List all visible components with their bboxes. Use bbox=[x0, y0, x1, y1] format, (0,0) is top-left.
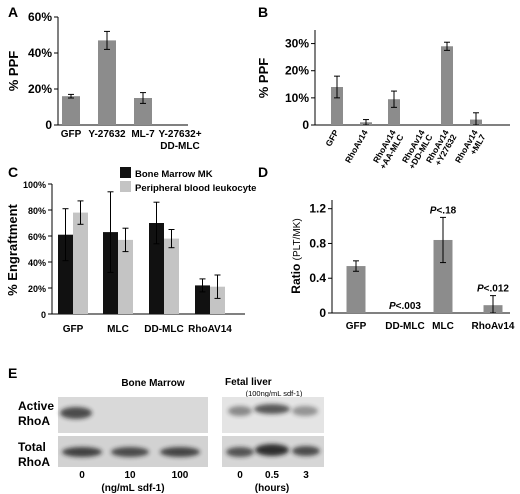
panel-d-category-label: DD-MLC bbox=[385, 321, 424, 332]
band-total-bm-10 bbox=[111, 447, 149, 457]
panel-c-bar-0-0 bbox=[58, 234, 73, 314]
panel-c-y-tick-label: 20% bbox=[28, 284, 46, 294]
band-total-fl-3 bbox=[292, 446, 320, 456]
panel-a-ylabel: % PPF bbox=[6, 51, 21, 92]
panel-c-category-label: DD-MLC bbox=[144, 324, 183, 335]
panel-d-category-label: MLC bbox=[432, 321, 454, 332]
panel-c-y-tick-label: 100% bbox=[23, 180, 46, 190]
panel-a-label: A bbox=[8, 4, 18, 20]
panel-a-category-label: GFP bbox=[61, 129, 82, 140]
blot-row-label-0: Active bbox=[18, 399, 54, 413]
panel-b-category-label: RhoAv14+AA-MLC bbox=[371, 128, 406, 171]
panel-c-bar-1-3 bbox=[210, 286, 225, 314]
panel-b-category-label-line: GFP bbox=[323, 128, 341, 148]
panel-c-category-label: GFP bbox=[63, 324, 84, 335]
band-total-fl-0 bbox=[226, 447, 254, 457]
panel-b-label: B bbox=[258, 4, 268, 20]
panel-d-bar-0 bbox=[346, 266, 366, 313]
blot-group-title-bone-marrow: Bone Marrow bbox=[121, 378, 185, 389]
panel-a-category-label: Y-27632+ bbox=[158, 129, 201, 140]
blot-lane-label-fl-2: 3 bbox=[303, 470, 309, 481]
panel-d-y-tick-label: 1.2 bbox=[309, 202, 326, 216]
panel-b-bar-4 bbox=[441, 46, 453, 125]
panel-c-bar-0-1 bbox=[103, 232, 118, 314]
blot-unit-bone-marrow: (ng/mL sdf-1) bbox=[101, 483, 164, 494]
panel-a-bar-1 bbox=[98, 40, 116, 125]
panel-b-category-label: RhoAv14+ML7 bbox=[453, 128, 488, 165]
band-total-fl-05 bbox=[255, 444, 289, 456]
panel-d-ylabel: Ratio (PLT/MK) bbox=[289, 218, 303, 293]
panel-b-category-label: GFP bbox=[323, 128, 341, 148]
panel-a-y-tick-label: 20% bbox=[28, 82, 52, 96]
panel-c-bar-0-3 bbox=[195, 285, 210, 314]
blot-row-label-1: RhoA bbox=[18, 455, 50, 469]
blot-lane-label-bm-2: 100 bbox=[172, 470, 189, 481]
panel-c-bar-1-2 bbox=[164, 238, 179, 314]
blot-unit-fetal-liver: (hours) bbox=[255, 483, 289, 494]
panel-c-bar-1-1 bbox=[118, 239, 133, 314]
panel-b-category-label: RhoAv14+Y27632 bbox=[424, 128, 459, 167]
panel-c-y-tick-label: 40% bbox=[28, 258, 46, 268]
band-total-bm-100 bbox=[160, 447, 200, 457]
blot-row-label-0: RhoA bbox=[18, 414, 50, 428]
blot-group-subtitle-fetal-liver: (100ng/mL sdf-1) bbox=[246, 389, 303, 398]
band-total-bm-0 bbox=[62, 447, 102, 457]
panel-d-y-tick-label: 0.4 bbox=[309, 271, 326, 285]
panel-d-annotation-3: P<.012 bbox=[477, 284, 509, 295]
panel-c-y-tick-label: 80% bbox=[28, 206, 46, 216]
panel-d-category-label: RhoAv14 bbox=[472, 321, 515, 332]
blot-lane-label-fl-0: 0 bbox=[237, 470, 243, 481]
blot-lane-label-fl-1: 0.5 bbox=[265, 470, 279, 481]
panel-a-bar-0 bbox=[62, 96, 80, 125]
panel-c-category-label: RhoAV14 bbox=[188, 324, 232, 335]
panel-b-y-tick-label: 0 bbox=[302, 118, 309, 132]
panel-b-y-tick-label: 20% bbox=[285, 64, 309, 78]
panel-b-bar-2 bbox=[388, 99, 400, 125]
panel-c-legend-label-0: Bone Marrow MK bbox=[135, 169, 213, 180]
panel-c-y-tick-label: 60% bbox=[28, 232, 46, 242]
blot-lane-label-bm-1: 10 bbox=[124, 470, 136, 481]
panel-e-label: E bbox=[8, 365, 17, 381]
panel-a-y-tick-label: 60% bbox=[28, 10, 52, 24]
blot-row-label-1: Total bbox=[18, 440, 46, 454]
panel-a-category-label: ML-7 bbox=[131, 129, 155, 140]
panel-b-ylabel: % PPF bbox=[256, 58, 271, 99]
panel-c-legend-swatch-0 bbox=[120, 167, 131, 178]
blot-lane-label-bm-0: 0 bbox=[79, 470, 85, 481]
panel-c-label: C bbox=[8, 164, 18, 180]
panel-d-bar-2 bbox=[433, 239, 453, 313]
panel-a-category-label: DD-MLC bbox=[160, 141, 199, 152]
band-active-bm-0 bbox=[60, 407, 92, 419]
panel-a-bar-2 bbox=[134, 98, 152, 125]
panel-c-y-tick-label: 0 bbox=[41, 310, 46, 320]
panel-c-ylabel: % Engraftment bbox=[5, 203, 20, 295]
panel-c-bar-0-2 bbox=[149, 223, 164, 314]
panel-c-category-label: MLC bbox=[107, 324, 129, 335]
panel-a-y-tick-label: 0 bbox=[45, 118, 52, 132]
blot-group-title-fetal-liver: Fetal liver bbox=[225, 377, 272, 388]
panel-d-annotation-1: P<.003 bbox=[389, 301, 421, 312]
panel-d-category-label: GFP bbox=[346, 321, 367, 332]
panel-d-y-tick-label: 0.8 bbox=[309, 236, 326, 250]
panel-c-legend-swatch-1 bbox=[120, 181, 131, 192]
panel-d-annotation-2: P<.18 bbox=[430, 205, 457, 216]
panel-c-legend-label-1: Peripheral blood leukocyte bbox=[135, 183, 256, 194]
band-active-fl-05 bbox=[254, 404, 290, 414]
panel-b-category-label-line: RhoAv14 bbox=[343, 128, 370, 165]
band-active-fl-3 bbox=[292, 406, 318, 416]
panel-b-bar-0 bbox=[331, 87, 343, 125]
panel-a-category-label: Y-27632 bbox=[88, 129, 126, 140]
panel-d-label: D bbox=[258, 164, 268, 180]
panel-b-category-label: RhoAv14 bbox=[343, 128, 370, 165]
panel-b-y-tick-label: 30% bbox=[285, 37, 309, 51]
panel-a-y-tick-label: 40% bbox=[28, 46, 52, 60]
band-active-fl-0 bbox=[228, 406, 252, 416]
panel-c-bar-1-0 bbox=[73, 212, 88, 314]
panel-b-y-tick-label: 10% bbox=[285, 91, 309, 105]
panel-d-y-tick-label: 0 bbox=[319, 306, 326, 320]
